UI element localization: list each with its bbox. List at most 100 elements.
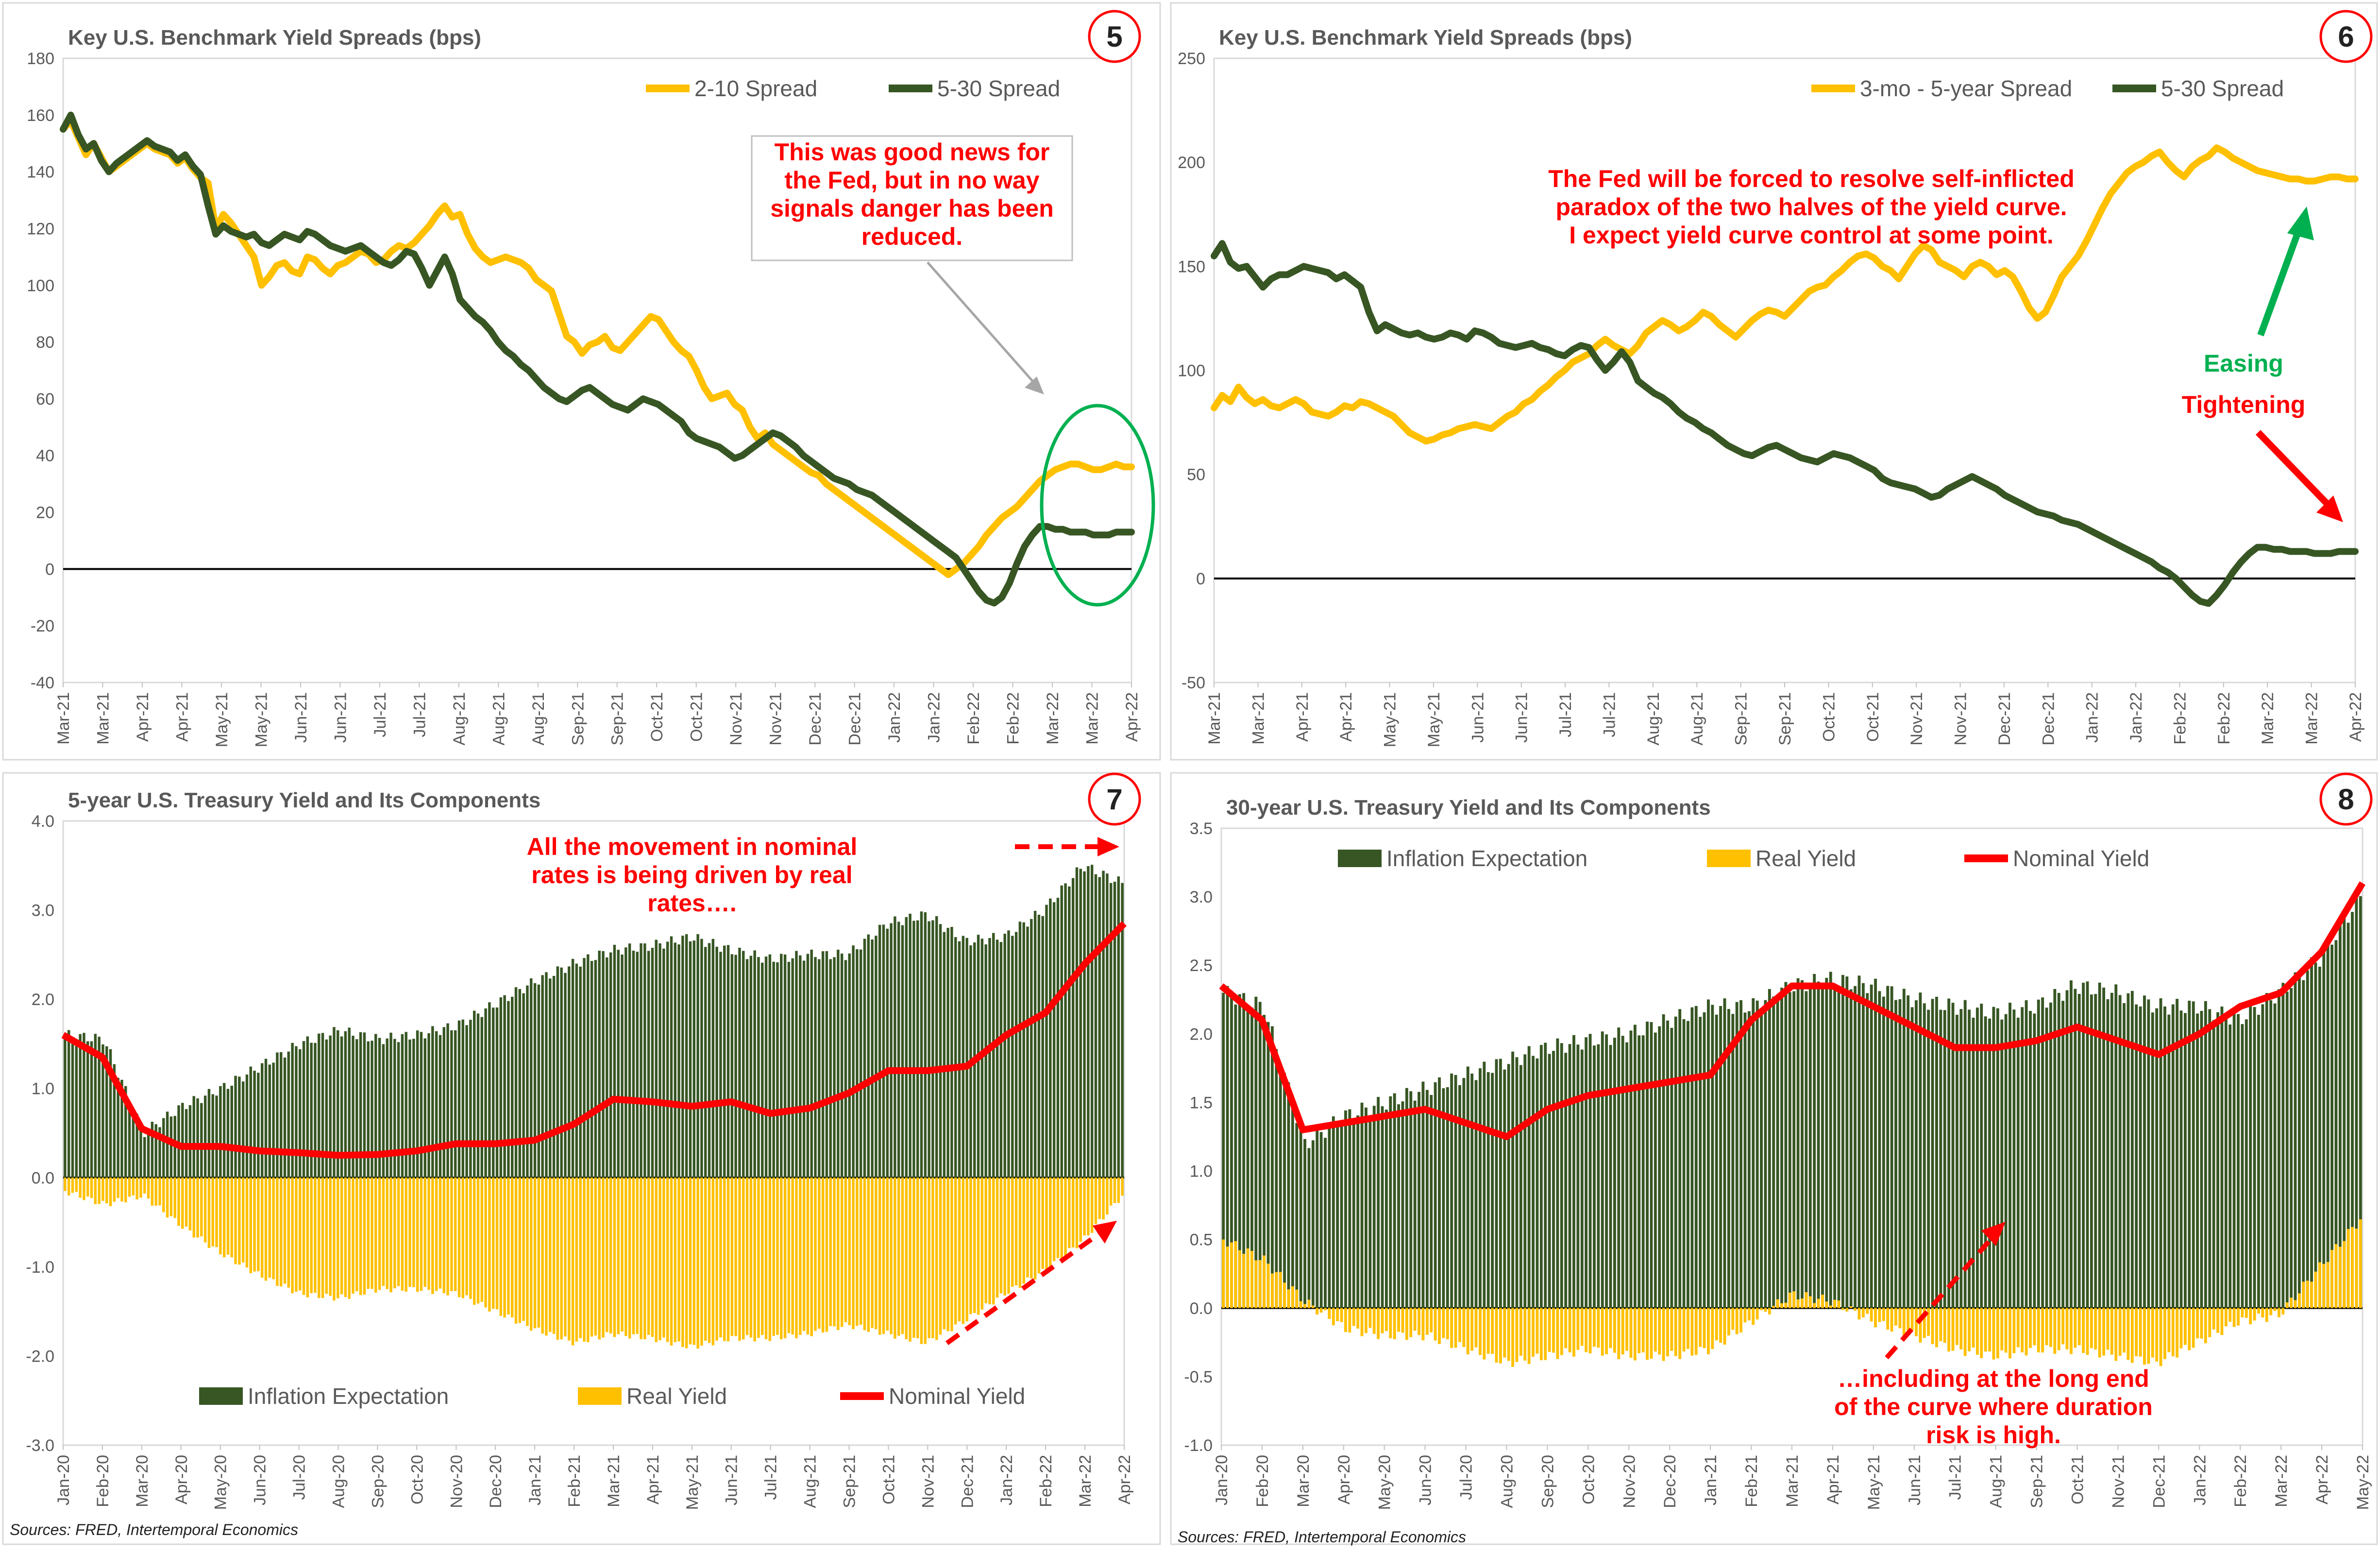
- bar-inflation: [207, 1089, 211, 1178]
- bar-real-yield: [1532, 1308, 1535, 1357]
- x-tick-label: Mar-22: [1044, 692, 1062, 745]
- annotation-text: reduced.: [861, 223, 962, 250]
- bar-inflation: [132, 1112, 135, 1178]
- x-tick-label: Apr-21: [173, 692, 191, 742]
- x-tick-label: May-21: [1425, 692, 1443, 747]
- bar-inflation: [2192, 1001, 2195, 1308]
- bar-real-yield: [2155, 1308, 2159, 1362]
- bar-inflation: [1352, 1120, 1355, 1308]
- annotation-text: All the movement in nominal: [527, 833, 858, 860]
- bar-inflation: [2123, 1003, 2126, 1308]
- bar-inflation: [666, 941, 669, 1178]
- bar-inflation: [2204, 1001, 2207, 1308]
- bar-real-yield: [875, 1178, 878, 1330]
- bar-real-yield: [2077, 1308, 2081, 1346]
- bar-real-yield: [1825, 1301, 1828, 1308]
- bar-real-yield: [1303, 1304, 1306, 1308]
- legend-swatch: [1338, 850, 1382, 867]
- x-tick-label: Apr-21: [134, 692, 152, 742]
- chart-title: 30-year U.S. Treasury Yield and Its Comp…: [1226, 796, 1711, 819]
- bar-inflation: [450, 1030, 453, 1178]
- bar-inflation: [1984, 1016, 1987, 1308]
- bar-inflation: [1654, 1032, 1657, 1308]
- bar-real-yield: [2253, 1308, 2256, 1321]
- bar-inflation: [625, 947, 627, 1178]
- bar-inflation: [609, 952, 612, 1178]
- bar-inflation: [181, 1103, 184, 1178]
- chart-badge-number: 7: [1106, 783, 1122, 816]
- bar-real-yield: [1026, 1178, 1029, 1278]
- bar-inflation: [158, 1127, 161, 1178]
- bar-real-yield: [226, 1178, 230, 1255]
- bar-real-yield: [2171, 1308, 2175, 1357]
- bar-real-yield: [94, 1178, 97, 1204]
- bar-inflation: [1348, 1109, 1351, 1308]
- y-tick-label: 160: [27, 106, 54, 125]
- bar-inflation: [1951, 1003, 1955, 1308]
- bar-real-yield: [939, 1178, 942, 1335]
- bar-inflation: [1743, 1012, 1747, 1308]
- arrow-head: [2316, 495, 2343, 522]
- bar-real-yield: [2016, 1308, 2020, 1348]
- bar-inflation: [640, 943, 642, 1178]
- bar-real-yield: [1222, 1239, 1225, 1308]
- bar-real-yield: [560, 1178, 563, 1340]
- bar-inflation: [1552, 1051, 1555, 1308]
- y-tick-label: 80: [36, 333, 54, 352]
- x-tick-label: Jul-21: [1600, 692, 1619, 737]
- bar-inflation: [962, 936, 965, 1178]
- bar-real-yield: [685, 1178, 688, 1348]
- bar-real-yield: [1715, 1308, 1718, 1341]
- bar-real-yield: [606, 1178, 608, 1332]
- arrow-head: [1025, 376, 1044, 394]
- bar-inflation: [1915, 1000, 1918, 1308]
- x-tick-label: Nov-21: [1907, 692, 1926, 746]
- tightening-arrow: [2255, 430, 2331, 508]
- bar-real-yield: [2245, 1308, 2248, 1318]
- bar-real-yield: [962, 1178, 965, 1324]
- bar-real-yield: [2090, 1308, 2093, 1348]
- bar-real-yield: [162, 1178, 165, 1212]
- bar-real-yield: [1311, 1305, 1315, 1308]
- bar-real-yield: [1287, 1289, 1290, 1308]
- bar-real-yield: [169, 1178, 173, 1216]
- bar-real-yield: [469, 1178, 472, 1299]
- bar-real-yield: [1764, 1308, 1767, 1312]
- bar-inflation: [476, 1013, 480, 1178]
- bar-inflation: [2118, 995, 2122, 1308]
- bar-real-yield: [575, 1178, 578, 1342]
- bar-real-yield: [352, 1178, 354, 1294]
- bar-inflation: [1486, 1072, 1490, 1308]
- bar-real-yield: [655, 1178, 658, 1342]
- bar-inflation: [90, 1041, 93, 1178]
- bar-inflation: [2216, 1012, 2219, 1308]
- bar-inflation: [64, 1035, 67, 1178]
- bar-real-yield: [1544, 1308, 1547, 1360]
- x-tick-label: Mar-20: [133, 1455, 152, 1507]
- bar-real-yield: [1352, 1308, 1355, 1326]
- x-tick-label: Mar-21: [1783, 1455, 1802, 1507]
- bar-real-yield: [2285, 1302, 2289, 1308]
- bar-inflation: [1409, 1091, 1413, 1308]
- bar-real-yield: [708, 1178, 711, 1343]
- bar-real-yield: [564, 1178, 567, 1337]
- bar-real-yield: [1837, 1300, 1840, 1308]
- bar-inflation: [931, 920, 934, 1178]
- bar-real-yield: [510, 1178, 514, 1318]
- bar-real-yield: [890, 1178, 893, 1334]
- bar-real-yield: [1670, 1308, 1673, 1351]
- bar-inflation: [302, 1041, 305, 1178]
- bar-real-yield: [1792, 1291, 1796, 1308]
- bar-real-yield: [549, 1178, 552, 1332]
- bar-inflation: [2012, 1009, 2016, 1308]
- x-tick-label: Oct-20: [408, 1455, 426, 1504]
- bar-real-yield: [359, 1178, 362, 1296]
- bar-real-yield: [1992, 1308, 1995, 1360]
- x-tick-label: Jun-21: [292, 692, 310, 743]
- bar-inflation: [2273, 1003, 2277, 1308]
- x-tick-label: Jun-21: [1469, 692, 1487, 743]
- bar-inflation: [1568, 1044, 1571, 1308]
- bar-real-yield: [166, 1178, 169, 1218]
- bar-real-yield: [943, 1178, 946, 1330]
- bar-inflation: [1045, 904, 1048, 1178]
